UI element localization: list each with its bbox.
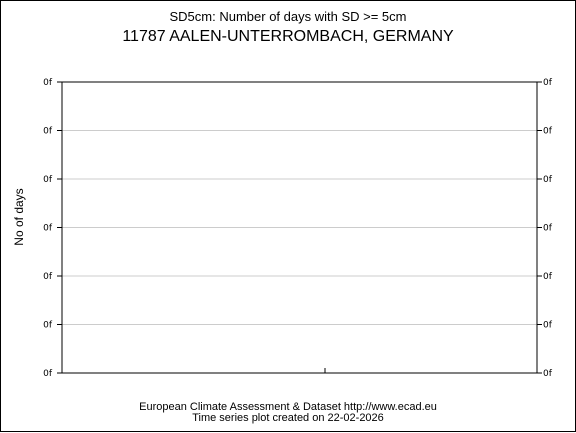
y-tick-label-left: 0f xyxy=(43,175,53,185)
chart-subtitle: 11787 AALEN-UNTERROMBACH, GERMANY xyxy=(122,28,454,45)
footer-source: European Climate Assessment & Dataset ht… xyxy=(139,401,437,413)
y-axis-right: 0f 0f 0f 0f 0f 0f 0f xyxy=(537,78,553,379)
y-axis-left: 0f 0f 0f 0f 0f 0f 0f xyxy=(43,78,62,379)
y-axis-label: No of days xyxy=(12,188,26,245)
y-tick-label-right: 0f xyxy=(543,224,553,234)
y-tick-label-right: 0f xyxy=(543,321,553,331)
y-tick-label-right: 0f xyxy=(543,127,553,137)
y-tick-label-right: 0f xyxy=(543,272,553,282)
y-tick-label-right: 0f xyxy=(543,369,553,379)
y-tick-label-right: 0f xyxy=(543,78,553,88)
y-tick-label-left: 0f xyxy=(43,369,53,379)
footer-created: Time series plot created on 22-02-2026 xyxy=(192,412,384,424)
grid-lines xyxy=(62,130,537,325)
chart-title: SD5cm: Number of days with SD >= 5cm xyxy=(169,9,407,24)
y-tick-label-left: 0f xyxy=(43,78,53,88)
y-tick-label-left: 0f xyxy=(43,224,53,234)
y-tick-label-right: 0f xyxy=(543,175,553,185)
y-tick-label-left: 0f xyxy=(43,127,53,137)
y-tick-label-left: 0f xyxy=(43,272,53,282)
y-tick-label-left: 0f xyxy=(43,321,53,331)
